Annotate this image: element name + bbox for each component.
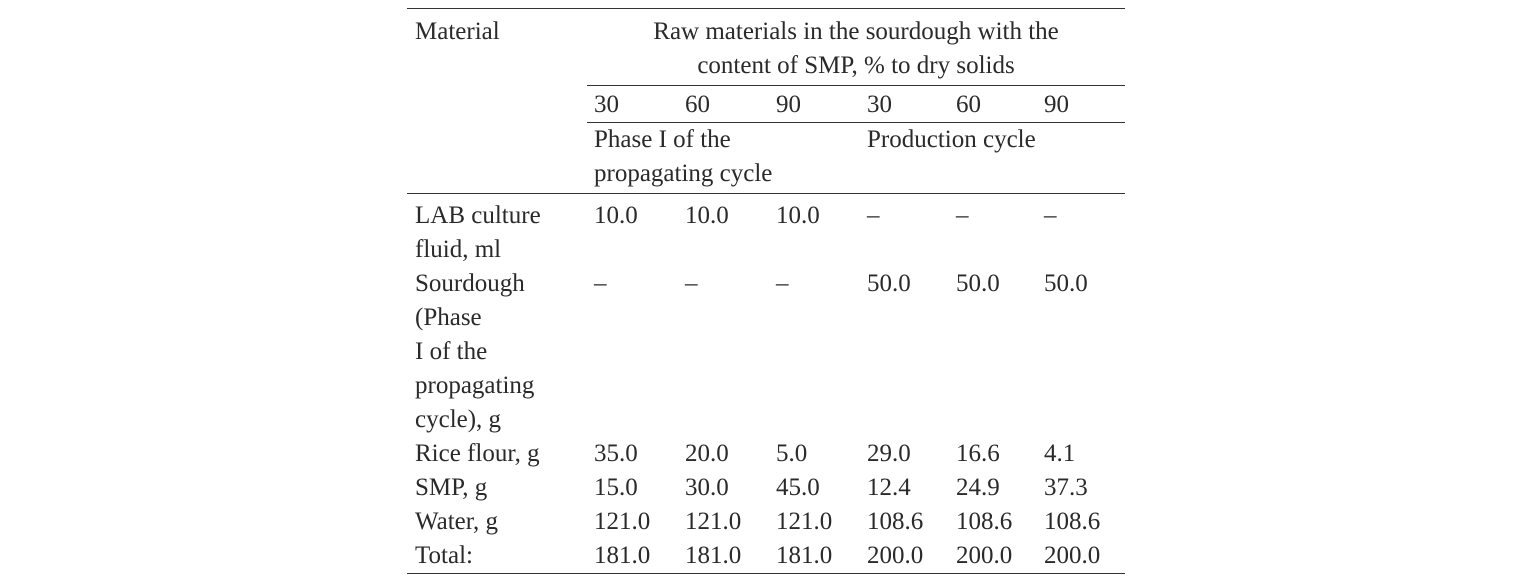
row-label-line: Sourdough (415, 270, 525, 297)
value-cell: 20.0 (685, 440, 729, 467)
smp-level: 90 (1044, 91, 1069, 118)
header-row-smp-levels: 30 60 90 30 60 90 (407, 85, 1126, 123)
value-cell: 121.0 (685, 508, 742, 535)
value-cell: 4.1 (1044, 440, 1076, 467)
value-cell: 181.0 (769, 539, 860, 574)
production-cycle-header-cell: Production cycle (860, 123, 1125, 194)
table-row-total: Total: 181.0 181.0 181.0 200.0 200.0 200… (407, 539, 1126, 574)
group-title-cell: Raw materials in the sourdough with the … (587, 8, 1126, 86)
smp-level-cell: 60 (678, 85, 769, 123)
row-label-line: Rice flour, g (415, 440, 540, 467)
phase-one-line1: Phase I of the (594, 126, 731, 153)
value-cell: 5.0 (776, 440, 808, 467)
row-label-cell: SMP, g (407, 471, 587, 505)
value-cell: – (776, 270, 789, 297)
header-row-group: Material Raw materials in the sourdough … (407, 8, 1126, 193)
table-row: Water, g 121.0 121.0 121.0 108.6 108.6 1… (407, 505, 1125, 539)
phase-one-header-cell: Phase I of the propagating cycle (587, 123, 860, 194)
value-cell: 108.6 (867, 508, 924, 535)
value-cell: 10.0 (594, 202, 638, 229)
smp-level-cell: 30 (587, 85, 678, 123)
value-cell: 15.0 (594, 474, 638, 501)
value-cell: 200.0 (1037, 539, 1126, 574)
phase-one-line2: propagating cycle (594, 160, 773, 187)
value-cell: 200.0 (860, 539, 949, 574)
data-table-container: Material Raw materials in the sourdough … (407, 8, 1126, 574)
row-label-line: I of the (415, 338, 488, 365)
value-cell: – (685, 270, 698, 297)
value-cell: 45.0 (776, 474, 820, 501)
group-title-line1: Raw materials in the sourdough with the (653, 18, 1059, 45)
row-label-cell: Total: (407, 539, 587, 574)
table-row: LAB culture fluid, ml 10.0 10.0 10.0 – –… (407, 194, 1125, 268)
value-cell: – (956, 202, 969, 229)
value-cell: 50.0 (956, 270, 1000, 297)
row-label-line: SMP, g (415, 474, 488, 501)
row-label-cell: Rice flour, g (407, 437, 587, 471)
material-header-cell: Material (407, 8, 587, 193)
header-row-phases: Phase I of the propagating cycle Product… (407, 123, 1125, 194)
row-label-line: Total: (415, 542, 473, 569)
value-cell: – (1044, 202, 1057, 229)
value-cell: 50.0 (867, 270, 911, 297)
value-cell: 30.0 (685, 474, 729, 501)
value-cell: 10.0 (685, 202, 729, 229)
row-label-line: fluid, ml (415, 236, 502, 263)
value-cell: 35.0 (594, 440, 638, 467)
smp-level: 90 (776, 91, 801, 118)
value-cell: 12.4 (867, 474, 911, 501)
production-cycle-label: Production cycle (867, 126, 1036, 153)
value-cell: 200.0 (949, 539, 1037, 574)
value-cell: 181.0 (587, 539, 678, 574)
row-label-cell: Sourdough (Phase I of the propagating cy… (407, 267, 587, 437)
value-cell: – (867, 202, 880, 229)
smp-level-cell: 90 (1037, 85, 1126, 123)
smp-level: 30 (594, 91, 619, 118)
value-cell: 37.3 (1044, 474, 1088, 501)
row-label-line: (Phase (415, 304, 482, 331)
value-cell: 108.6 (1044, 508, 1101, 535)
smp-level-cell: 30 (860, 85, 949, 123)
value-cell: – (594, 270, 607, 297)
value-cell: 29.0 (867, 440, 911, 467)
sourdough-composition-table: Material Raw materials in the sourdough … (407, 8, 1126, 574)
smp-level-cell: 60 (949, 85, 1037, 123)
smp-level: 30 (867, 91, 892, 118)
row-label-line: Water, g (415, 508, 499, 535)
smp-level-cell: 90 (769, 85, 860, 123)
value-cell: 108.6 (956, 508, 1013, 535)
value-cell: 16.6 (956, 440, 1000, 467)
smp-level: 60 (956, 91, 981, 118)
value-cell: 121.0 (776, 508, 833, 535)
row-label-line: cycle), g (415, 406, 502, 433)
smp-level: 60 (685, 91, 710, 118)
value-cell: 181.0 (678, 539, 769, 574)
material-header: Material (415, 18, 500, 45)
group-title-line2: content of SMP, % to dry solids (697, 52, 1015, 79)
row-label-line: propagating (415, 372, 535, 399)
value-cell: 24.9 (956, 474, 1000, 501)
table-row: SMP, g 15.0 30.0 45.0 12.4 24.9 37.3 (407, 471, 1125, 505)
header-divider (407, 193, 1126, 194)
table-row: Sourdough (Phase I of the propagating cy… (407, 267, 1125, 437)
row-label-cell: Water, g (407, 505, 587, 539)
row-label-line: LAB culture (415, 202, 541, 229)
value-cell: 10.0 (776, 202, 820, 229)
value-cell: 50.0 (1044, 270, 1088, 297)
row-label-cell: LAB culture fluid, ml (407, 194, 587, 268)
value-cell: 121.0 (594, 508, 651, 535)
table-row: Rice flour, g 35.0 20.0 5.0 29.0 16.6 4.… (407, 437, 1125, 471)
